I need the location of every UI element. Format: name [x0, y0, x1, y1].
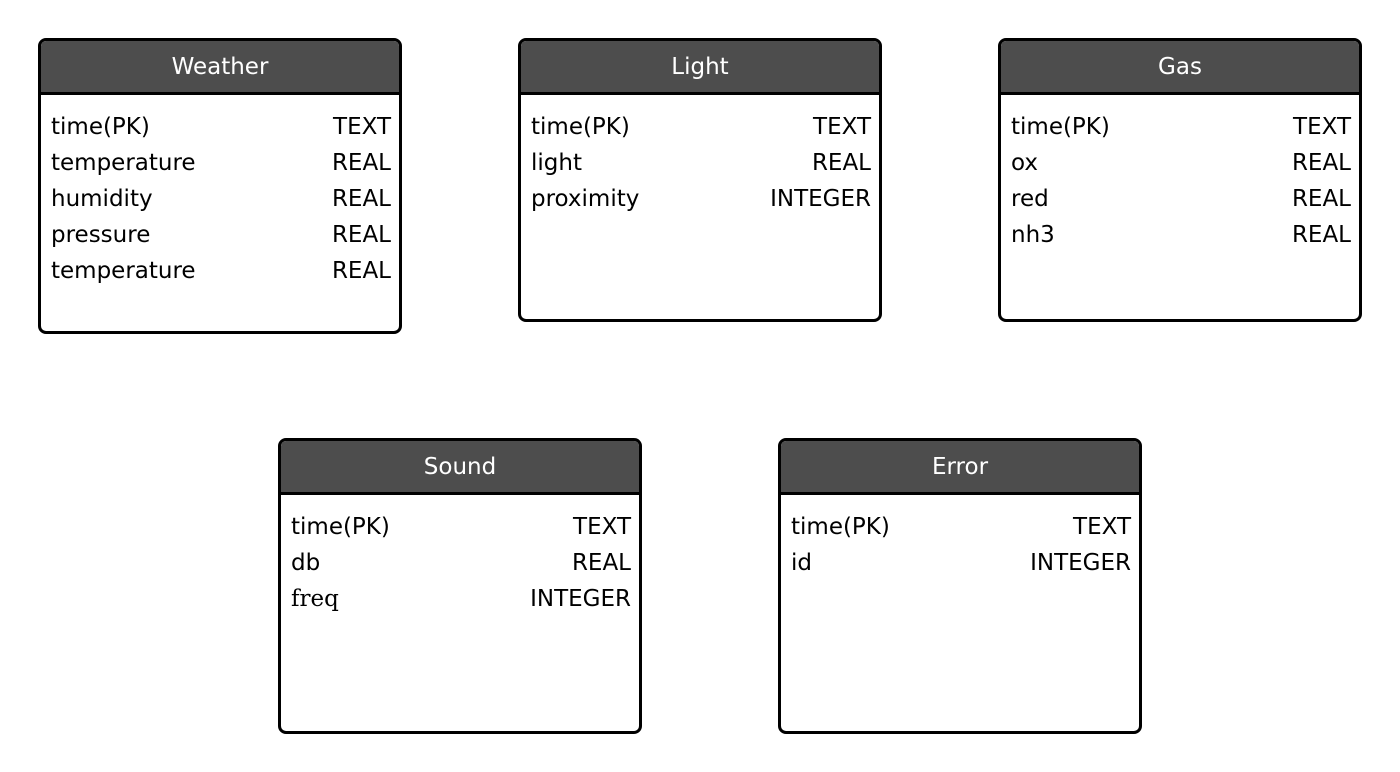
- field-name: temperature: [51, 258, 196, 284]
- field-name: db: [291, 550, 321, 576]
- field-type: TEXT: [1073, 514, 1131, 540]
- field-name: temperature: [51, 150, 196, 176]
- field-name: light: [531, 150, 582, 176]
- field-name: pressure: [51, 222, 151, 248]
- field-row: pressure REAL: [51, 217, 391, 253]
- field-row: light REAL: [531, 145, 871, 181]
- field-row: time(PK) TEXT: [51, 109, 391, 145]
- table-body: time(PK) TEXT db REAL freq INTEGER: [281, 495, 639, 617]
- field-name: id: [791, 550, 812, 576]
- field-type: REAL: [1291, 186, 1351, 212]
- field-type: REAL: [331, 186, 391, 212]
- table-light: Light time(PK) TEXT light REAL proximity…: [518, 38, 882, 322]
- field-row: temperature REAL: [51, 145, 391, 181]
- field-type: REAL: [331, 222, 391, 248]
- table-header: Error: [781, 441, 1139, 495]
- field-name: nh3: [1011, 222, 1055, 248]
- field-row: nh3 REAL: [1011, 217, 1351, 253]
- field-row: temperature REAL: [51, 253, 391, 289]
- field-name: humidity: [51, 186, 153, 212]
- field-row: humidity REAL: [51, 181, 391, 217]
- field-type: REAL: [1291, 150, 1351, 176]
- field-row: db REAL: [291, 545, 631, 581]
- field-type: TEXT: [1293, 114, 1351, 140]
- field-type: REAL: [1291, 222, 1351, 248]
- field-name: freq: [291, 586, 339, 612]
- table-title: Weather: [171, 53, 269, 80]
- table-body: time(PK) TEXT id INTEGER: [781, 495, 1139, 581]
- table-gas: Gas time(PK) TEXT ox REAL red REAL nh3 R…: [998, 38, 1362, 322]
- field-row: time(PK) TEXT: [1011, 109, 1351, 145]
- table-sound: Sound time(PK) TEXT db REAL freq INTEGER: [278, 438, 642, 734]
- field-row: ox REAL: [1011, 145, 1351, 181]
- field-row: time(PK) TEXT: [791, 509, 1131, 545]
- field-type: REAL: [811, 150, 871, 176]
- table-body: time(PK) TEXT temperature REAL humidity …: [41, 95, 399, 289]
- table-header: Light: [521, 41, 879, 95]
- table-title: Gas: [1158, 53, 1202, 80]
- field-type: INTEGER: [1030, 550, 1131, 576]
- table-title: Light: [671, 53, 729, 80]
- table-header: Gas: [1001, 41, 1359, 95]
- field-name: proximity: [531, 186, 640, 212]
- field-type: INTEGER: [770, 186, 871, 212]
- table-header: Weather: [41, 41, 399, 95]
- table-error: Error time(PK) TEXT id INTEGER: [778, 438, 1142, 734]
- table-header: Sound: [281, 441, 639, 495]
- table-title: Sound: [423, 453, 497, 480]
- field-type: REAL: [331, 150, 391, 176]
- field-row: proximity INTEGER: [531, 181, 871, 217]
- field-row: time(PK) TEXT: [531, 109, 871, 145]
- field-type: REAL: [571, 550, 631, 576]
- field-name: time(PK): [51, 114, 150, 140]
- field-type: REAL: [331, 258, 391, 284]
- table-body: time(PK) TEXT light REAL proximity INTEG…: [521, 95, 879, 217]
- field-name: time(PK): [791, 514, 890, 540]
- field-row: id INTEGER: [791, 545, 1131, 581]
- table-weather: Weather time(PK) TEXT temperature REAL h…: [38, 38, 402, 334]
- field-row: time(PK) TEXT: [291, 509, 631, 545]
- field-type: TEXT: [573, 514, 631, 540]
- table-title: Error: [931, 453, 989, 480]
- table-body: time(PK) TEXT ox REAL red REAL nh3 REAL: [1001, 95, 1359, 253]
- field-type: INTEGER: [530, 586, 631, 612]
- field-name: time(PK): [291, 514, 390, 540]
- field-type: TEXT: [333, 114, 391, 140]
- field-name: red: [1011, 186, 1049, 212]
- field-name: time(PK): [531, 114, 630, 140]
- field-type: TEXT: [813, 114, 871, 140]
- field-name: ox: [1011, 150, 1038, 176]
- field-name: time(PK): [1011, 114, 1110, 140]
- field-row: freq INTEGER: [291, 581, 631, 617]
- field-row: red REAL: [1011, 181, 1351, 217]
